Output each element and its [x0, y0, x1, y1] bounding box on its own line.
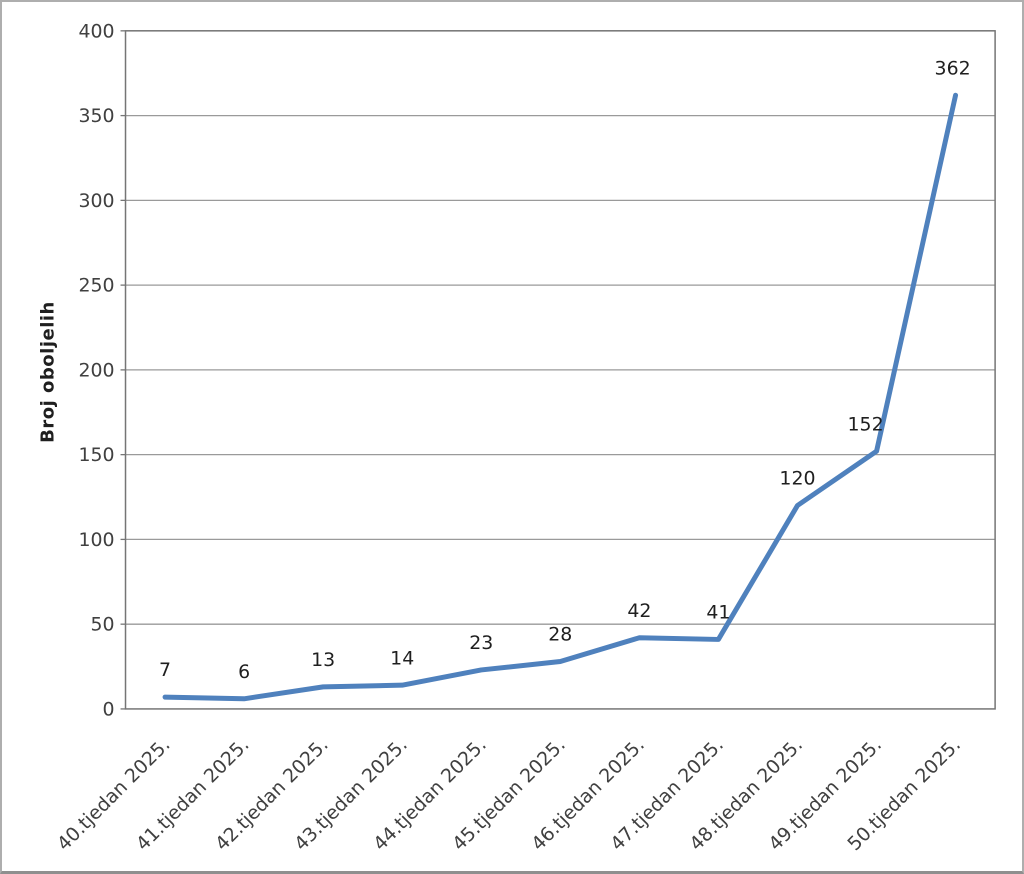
y-tick-label-0: 0 [103, 698, 115, 720]
y-tick-label-250: 250 [78, 275, 114, 297]
y-tick-label-200: 200 [78, 359, 114, 381]
data-label-2: 13 [311, 649, 335, 671]
y-tick-label-400: 400 [78, 20, 114, 42]
data-label-5: 28 [548, 624, 572, 646]
data-label-10: 362 [935, 57, 971, 79]
data-label-3: 14 [390, 647, 414, 669]
data-label-6: 42 [627, 600, 651, 622]
plot-area-border [124, 30, 996, 710]
data-label-0: 7 [159, 659, 171, 681]
data-label-1: 6 [238, 661, 250, 683]
y-tick-label-300: 300 [78, 190, 114, 212]
data-label-9: 152 [848, 413, 884, 435]
data-label-4: 23 [469, 632, 493, 654]
data-label-7: 41 [706, 602, 730, 624]
y-tick-label-150: 150 [78, 444, 114, 466]
y-tick-label-350: 350 [78, 105, 114, 127]
y-tick-label-100: 100 [78, 529, 114, 551]
series-line [162, 92, 959, 702]
y-axis-title: Broj oboljelih [37, 301, 59, 443]
y-tick-label-50: 50 [90, 614, 114, 636]
data-label-8: 120 [779, 468, 815, 490]
